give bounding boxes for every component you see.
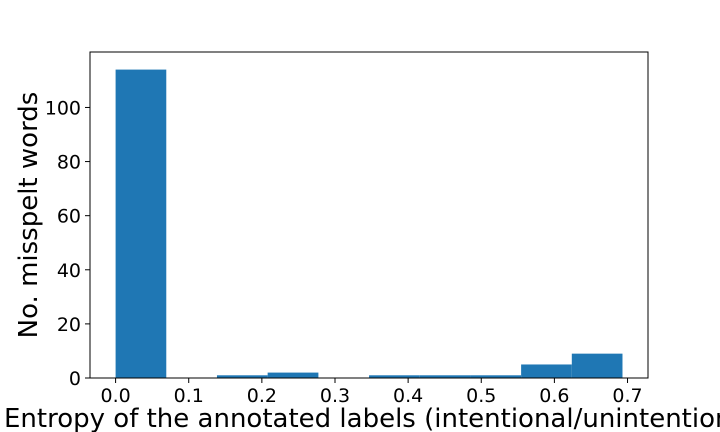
x-tick-label: 0.2 [247, 385, 277, 407]
histogram-bar-5 [369, 375, 420, 378]
histogram-bar-3 [267, 372, 319, 378]
histogram-bar-6 [419, 375, 471, 378]
histogram-bar-2 [216, 375, 268, 378]
y-tick-label: 0 [69, 368, 81, 390]
y-tick-label: 80 [57, 152, 81, 174]
x-axis-ticks: 0.0 0.1 0.2 0.3 0.4 0.5 0.6 0.7 [100, 378, 643, 407]
x-tick-label: 0.5 [466, 385, 496, 407]
x-tick-label: 0.1 [174, 385, 204, 407]
x-tick-label: 0.7 [612, 385, 642, 407]
y-tick-label: 100 [45, 97, 81, 119]
x-tick-label: 0.0 [100, 385, 130, 407]
y-axis-label: No. misspelt words [14, 92, 44, 339]
plot-area-frame [89, 51, 649, 379]
histogram-bar-9 [571, 353, 623, 378]
bars-group [115, 69, 623, 378]
y-tick-label: 20 [57, 314, 81, 336]
y-tick-label: 40 [57, 260, 81, 282]
histogram-bar-7 [470, 375, 522, 378]
x-axis-label: Entropy of the annotated labels (intenti… [4, 404, 720, 432]
x-tick-label: 0.4 [393, 385, 423, 407]
histogram-bar-8 [521, 364, 572, 378]
y-axis-ticks: 0 20 40 60 80 100 [45, 97, 90, 390]
x-tick-label: 0.3 [320, 385, 350, 407]
histogram-bar-0 [115, 69, 167, 378]
y-tick-label: 60 [57, 206, 81, 228]
x-tick-label: 0.6 [539, 385, 569, 407]
